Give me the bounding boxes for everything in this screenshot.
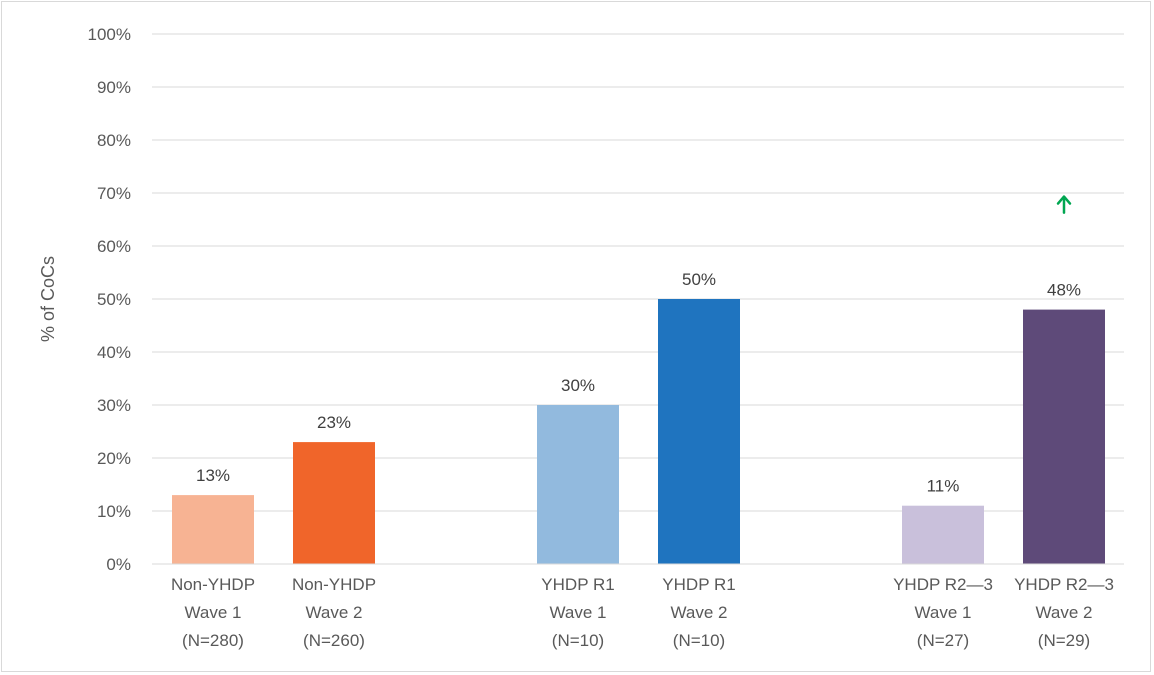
y-tick-label: 20% [97, 449, 131, 468]
x-tick-label: Wave 2 [305, 603, 362, 622]
x-tick-label: Wave 1 [914, 603, 971, 622]
bar [537, 405, 619, 564]
y-axis-title: % of CoCs [38, 256, 58, 342]
y-axis-ticks: 0% 10% 20% 30% 40% 50% 60% 70% 80% 90% 100% [88, 25, 131, 574]
bar [172, 495, 254, 564]
gridlines [152, 33, 1124, 512]
y-tick-label: 60% [97, 237, 131, 256]
y-tick-label: 0% [106, 555, 131, 574]
x-tick-label: Wave 2 [670, 603, 727, 622]
x-tick-label: YHDP R1 [541, 575, 614, 594]
data-label: 48% [1047, 281, 1081, 300]
x-axis-labels: Non-YHDP Wave 1 (N=280) Non-YHDP Wave 2 (N=26… [171, 575, 1114, 650]
annotation [1056, 195, 1072, 214]
x-tick-label: (N=10) [552, 631, 604, 650]
y-tick-label: 70% [97, 184, 131, 203]
y-tick-label: 90% [97, 78, 131, 97]
x-tick-label: YHDP R2—3 [1014, 575, 1114, 594]
bars [172, 299, 1105, 564]
up-arrow-icon [1056, 195, 1072, 214]
y-tick-label: 40% [97, 343, 131, 362]
x-tick-label: YHDP R2—3 [893, 575, 993, 594]
data-labels: 13% 23% 30% 50% 11% 48% [196, 270, 1081, 496]
y-tick-label: 10% [97, 502, 131, 521]
bar [658, 299, 740, 564]
bar [1023, 309, 1105, 564]
bar [293, 442, 375, 564]
x-tick-label: Wave 1 [549, 603, 606, 622]
data-label: 11% [927, 477, 960, 496]
x-tick-label: (N=29) [1038, 631, 1090, 650]
bar [902, 505, 984, 564]
x-tick-label: (N=10) [673, 631, 725, 650]
data-label: 23% [317, 413, 351, 432]
data-label: 50% [682, 270, 716, 289]
data-label: 13% [196, 466, 230, 485]
data-label: 30% [561, 376, 595, 395]
x-tick-label: Non-YHDP [171, 575, 255, 594]
y-tick-label: 50% [97, 290, 131, 309]
x-tick-label: YHDP R1 [662, 575, 735, 594]
x-tick-label: Wave 2 [1035, 603, 1092, 622]
y-tick-label: 30% [97, 396, 131, 415]
x-tick-label: Wave 1 [184, 603, 241, 622]
y-tick-label: 100% [88, 25, 131, 44]
x-tick-label: (N=280) [182, 631, 244, 650]
y-tick-label: 80% [97, 131, 131, 150]
x-tick-label: (N=260) [303, 631, 365, 650]
x-tick-label: Non-YHDP [292, 575, 376, 594]
x-tick-label: (N=27) [917, 631, 969, 650]
